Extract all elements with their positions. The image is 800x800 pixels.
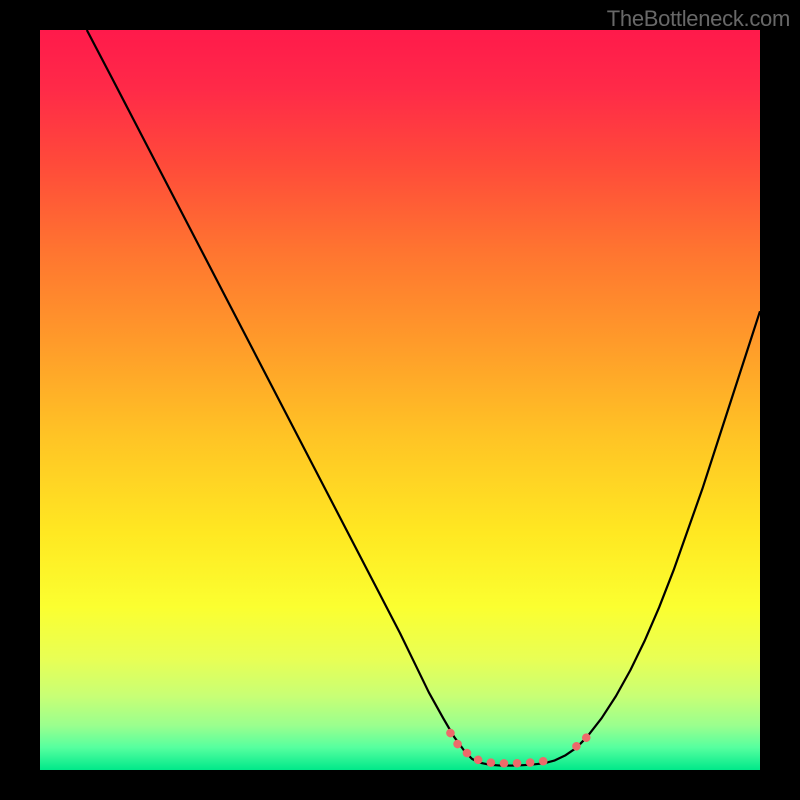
watermark-text: TheBottleneck.com bbox=[607, 6, 790, 32]
bottleneck-chart bbox=[40, 30, 760, 770]
chart-svg bbox=[40, 30, 760, 770]
chart-background bbox=[40, 30, 760, 770]
